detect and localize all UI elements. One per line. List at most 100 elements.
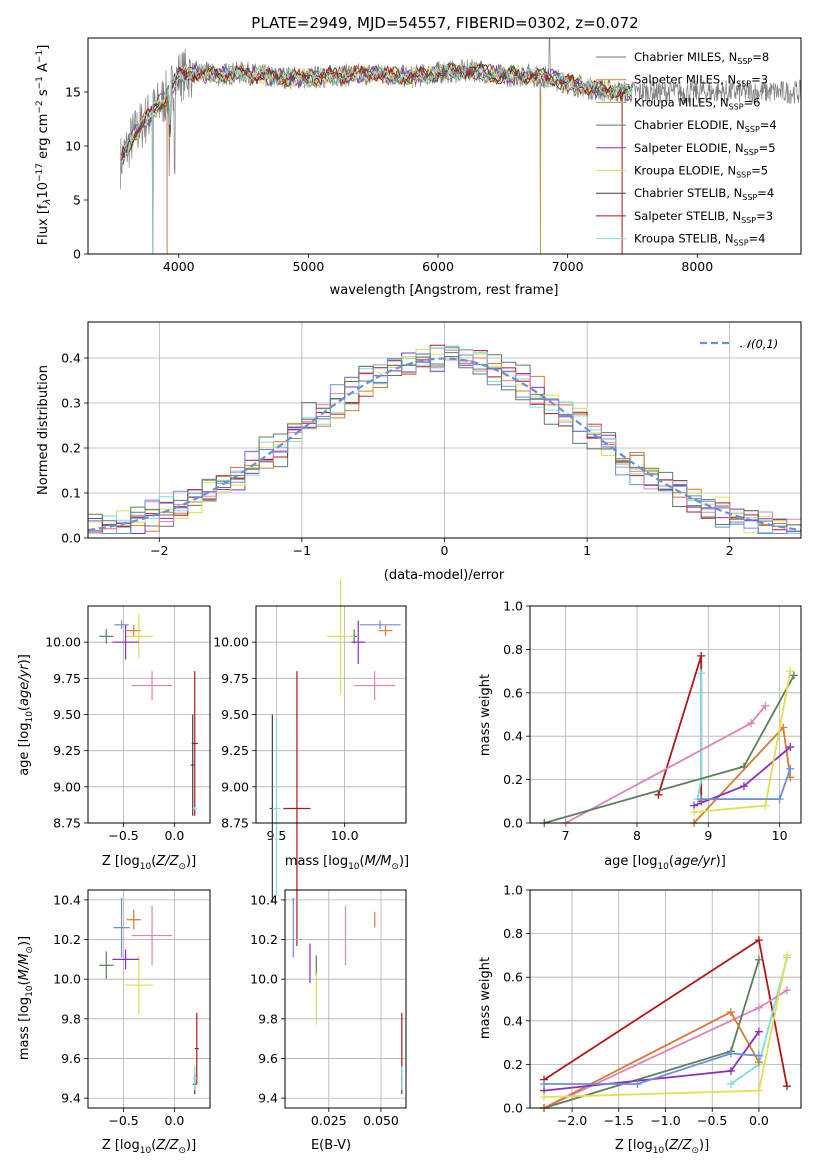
mass-weight-marker (540, 1080, 549, 1089)
mass-weight-marker (633, 1080, 642, 1089)
error-bar-point (326, 578, 355, 695)
legend-subscript: SSP (741, 216, 756, 225)
legend-label: Salpeter ELODIE, NSSP=5 (634, 141, 776, 157)
y-tick-label: 0.8 (503, 926, 523, 941)
legend-label-rest: =4 (760, 118, 777, 132)
legend-label: Kroupa MILES, NSSP=6 (634, 95, 760, 111)
axes-frame (529, 605, 802, 824)
y-tick-label: 9.75 (53, 671, 81, 686)
y-tick-label: 10 (65, 139, 81, 154)
x-tick-label: 10 (772, 828, 788, 843)
grid-lines (88, 890, 210, 1108)
mass-weight-line (544, 1052, 759, 1085)
legend-label: Chabrier STELIB, NSSP=4 (634, 186, 774, 202)
y-tick-label: 1.0 (503, 599, 523, 614)
y-tick-label: 10.00 (213, 635, 249, 650)
x-tick-label: 1 (583, 543, 591, 558)
spectrum-xlabel: wavelength [Angstrom, rest frame] (330, 283, 559, 298)
mass-weight-marker (786, 743, 795, 752)
mass-weight-series (654, 651, 706, 806)
y-tick-label: 0.4 (503, 729, 523, 744)
residual-histogram-panel: −2 −1 0 1 2 0.0 0.1 0.2 0.3 0.4 𝒩(0,1) (61, 321, 802, 558)
mass-weight-line (543, 959, 760, 1109)
weight-Z-xlabel: Z [log10(Z/Z⊙)] (615, 1138, 709, 1156)
y-tick-label: 9.50 (53, 707, 81, 722)
age-Z-ylabel: age [log10(age/yr)] (17, 654, 35, 776)
legend-subscript: SSP (734, 239, 749, 248)
mass-weight-series (690, 667, 795, 817)
x-tick-label: 8000 (681, 259, 713, 274)
error-bar-point (124, 955, 154, 1015)
y-tick-label: 9.6 (61, 1051, 81, 1066)
mass-Z-ylabel: mass [log10(M/M⊙)] (17, 936, 35, 1060)
error-bar-point (378, 624, 393, 637)
grid-lines (256, 606, 406, 824)
x-tick-label: 7000 (552, 259, 584, 274)
mass-weight-marker (782, 986, 791, 995)
mass-weight-marker (697, 669, 706, 678)
y-tick-label: 8.75 (221, 816, 249, 831)
residual-histogram (88, 347, 801, 534)
legend-label-rest: =6 (744, 95, 761, 109)
mass-weight-marker (786, 667, 795, 676)
legend-subscript: SSP (744, 148, 759, 157)
mass-weight-series (697, 764, 795, 804)
mass-weight-marker (761, 801, 770, 810)
x-tick-label: −0.5 (697, 1113, 727, 1128)
y-tick-label: 9.00 (221, 779, 249, 794)
legend-label-rest: =3 (756, 209, 773, 223)
mass-weight-line (565, 705, 766, 824)
mass-weight-marker (739, 782, 748, 791)
mass-weight-series (540, 936, 791, 1091)
x-tick-label: 0.0 (164, 828, 184, 843)
error-bar-point (112, 949, 139, 970)
legend-subscript: SSP (736, 80, 751, 89)
mass-weight-vs-age-panel: 7 8 9 10 0.0 0.2 0.4 0.6 0.8 1.0 (503, 599, 802, 843)
mass-weight-marker (754, 1086, 763, 1095)
y-tick-label: 9.25 (221, 743, 249, 758)
legend-label-rest: =3 (751, 73, 768, 87)
error-bar-point (99, 951, 114, 980)
y-tick-label: 1.0 (503, 883, 523, 898)
x-tick-label: 10.0 (331, 828, 359, 843)
residual-ylabel: Normed distribution (36, 365, 51, 495)
legend-label-rest: =4 (757, 186, 774, 200)
error-bar-point (131, 671, 173, 701)
x-tick-label: −0.5 (108, 828, 138, 843)
spectrum-panel: 4000 5000 6000 7000 8000 0 5 10 15 Chabrier MILES… (65, 37, 802, 274)
model-spectrum-curve (121, 62, 622, 161)
mass-weight-marker (654, 790, 663, 799)
y-tick-label: 0.0 (503, 816, 523, 831)
mass-weight-marker (726, 1080, 735, 1089)
x-tick-label: −1 (293, 543, 311, 558)
mass-weight-line (544, 674, 795, 824)
mass-weight-marker (754, 955, 763, 964)
y-tick-label: 0 (73, 247, 81, 262)
x-tick-label: 7 (562, 828, 570, 843)
y-tick-label: 9.4 (258, 1091, 278, 1106)
y-tick-label: 0.2 (503, 772, 523, 787)
error-bar-point (112, 624, 139, 660)
mass-weight-marker (747, 719, 756, 728)
y-tick-label: 10.0 (250, 972, 278, 987)
axes-frame (255, 605, 407, 824)
x-tick-label: 8 (633, 828, 641, 843)
age-vs-Z-panel: −0.5 0.0 8.75 9.00 9.25 9.50 9.75 10.00 (45, 605, 211, 843)
mass-weight-marker (697, 795, 706, 804)
mass-Z-xlabel: Z [log10(Z/Z⊙)] (102, 1138, 196, 1156)
gaussian-legend-label: 𝒩(0,1) (740, 337, 778, 351)
axes-frame (87, 321, 802, 539)
y-tick-label: 8.75 (53, 816, 81, 831)
y-tick-label: 10.0 (53, 972, 81, 987)
error-bar-point (113, 897, 130, 958)
mass-weight-marker (690, 808, 699, 817)
y-tick-label: 10.00 (45, 635, 81, 650)
error-bar-point (124, 614, 154, 659)
y-tick-label: 9.6 (258, 1051, 278, 1066)
legend-subscript: SSP (742, 193, 757, 202)
y-tick-label: 0.1 (61, 486, 81, 501)
error-bar-point (99, 629, 114, 644)
x-tick-label: −0.5 (108, 1113, 138, 1128)
y-tick-label: 9.00 (53, 779, 81, 794)
